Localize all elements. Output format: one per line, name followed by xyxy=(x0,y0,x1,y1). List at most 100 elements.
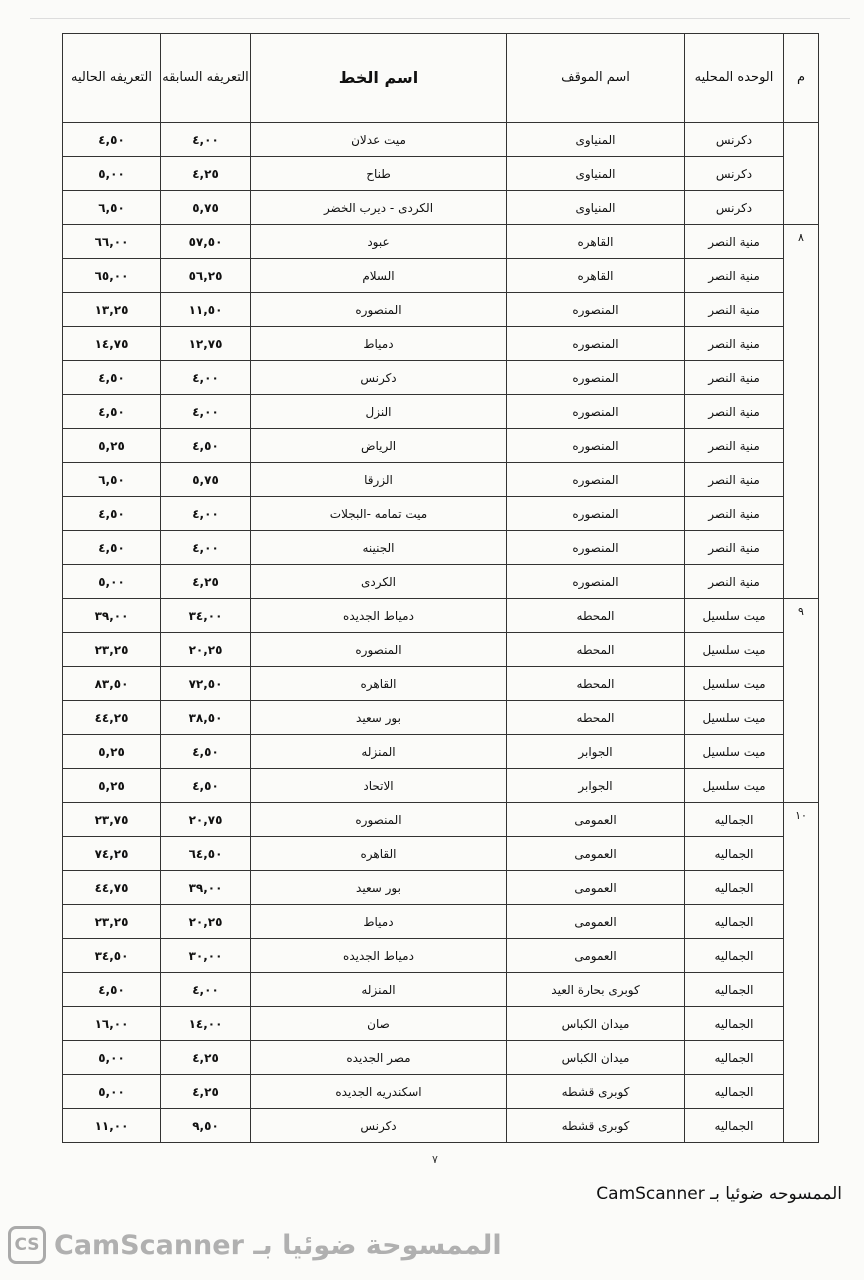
cell-unit: الجماليه xyxy=(684,836,784,871)
cell-line: ميت تمامه -البجلات xyxy=(250,496,507,531)
cell-curr-fare: ٥,٠٠ xyxy=(62,156,161,191)
cell-unit: الجماليه xyxy=(684,1108,784,1143)
table-row: ميت سلسيل الجوابر الاتحاد ٤,٥٠ ٥,٢٥ xyxy=(62,768,819,803)
cell-stop: المنصوره xyxy=(506,360,685,395)
cell-prev-fare: ٢٠,٢٥ xyxy=(160,904,251,939)
table-row: ميت سلسيل المحطه المنصوره ٢٠,٢٥ ٢٣,٢٥ xyxy=(62,632,819,667)
header-m: م xyxy=(783,33,819,123)
cell-stop: المنصوره xyxy=(506,564,685,599)
cell-prev-fare: ٣٨,٥٠ xyxy=(160,700,251,735)
cell-line: دمياط xyxy=(250,326,507,361)
header-prev: التعريفه السابقه xyxy=(160,33,251,123)
cell-prev-fare: ٩,٥٠ xyxy=(160,1108,251,1143)
cell-prev-fare: ٣٩,٠٠ xyxy=(160,870,251,905)
table-row: ٨ منية النصر القاهره عبود ٥٧,٥٠ ٦٦,٠٠ xyxy=(62,224,819,599)
cell-curr-fare: ١٦,٠٠ xyxy=(62,1006,161,1041)
cell-prev-fare: ٢٠,٢٥ xyxy=(160,632,251,667)
cell-line: المنصوره xyxy=(250,292,507,327)
table-row: الجماليه ميدان الكباس مصر الجديده ٤,٢٥ ٥,٠٠ xyxy=(62,1040,819,1075)
header-row: م الوحده المحليه اسم الموقف اسم الخط الت… xyxy=(62,33,819,123)
table-row: ١٠ الجماليه العمومى المنصوره ٢٠,٧٥ ٢٣,٧٥ xyxy=(62,802,819,1143)
cell-curr-fare: ٢٣,٢٥ xyxy=(62,632,161,667)
cell-unit: الجماليه xyxy=(684,1006,784,1041)
cell-curr-fare: ٦٦,٠٠ xyxy=(62,224,161,259)
cell-stop: المنصوره xyxy=(506,326,685,361)
cell-unit: دكرنس xyxy=(684,156,784,191)
cell-prev-fare: ٢٠,٧٥ xyxy=(160,802,251,837)
cell-stop: القاهره xyxy=(506,224,685,259)
cell-stop: ميدان الكباس xyxy=(506,1006,685,1041)
cell-stop: العمومى xyxy=(506,938,685,973)
table-row: منية النصر المنصوره المنصوره ١١,٥٠ ١٣,٢٥ xyxy=(62,292,819,327)
cell-unit: منية النصر xyxy=(684,224,784,259)
cell-line: المنصوره xyxy=(250,632,507,667)
cell-unit: الجماليه xyxy=(684,1074,784,1109)
cell-line: الاتحاد xyxy=(250,768,507,803)
cell-line: عبود xyxy=(250,224,507,259)
cell-m: ١٠ xyxy=(783,802,819,1143)
cell-unit: الجماليه xyxy=(684,938,784,973)
cell-curr-fare: ٦,٥٠ xyxy=(62,462,161,497)
cell-unit: منية النصر xyxy=(684,496,784,531)
header-curr: التعريفه الحاليه xyxy=(62,33,161,123)
cell-line: دمياط xyxy=(250,904,507,939)
cell-curr-fare: ٢٣,٢٥ xyxy=(62,904,161,939)
cell-unit: منية النصر xyxy=(684,258,784,293)
cell-line: مصر الجديده xyxy=(250,1040,507,1075)
table-row: دكرنس المنياوى الكردى - ديرب الخضر ٥,٧٥ ٦,٥٠ xyxy=(62,190,819,225)
cell-curr-fare: ١٣,٢٥ xyxy=(62,292,161,327)
cell-curr-fare: ٥,٠٠ xyxy=(62,1074,161,1109)
cell-stop: المنصوره xyxy=(506,292,685,327)
table-row: منية النصر المنصوره الرياض ٤,٥٠ ٥,٢٥ xyxy=(62,428,819,463)
cell-line: القاهره xyxy=(250,666,507,701)
cell-curr-fare: ٤٤,٧٥ xyxy=(62,870,161,905)
cell-unit: دكرنس xyxy=(684,190,784,225)
table-row: منية النصر المنصوره دمياط ١٢,٧٥ ١٤,٧٥ xyxy=(62,326,819,361)
cell-stop: المنصوره xyxy=(506,496,685,531)
table-row: الجماليه العمومى بور سعيد ٣٩,٠٠ ٤٤,٧٥ xyxy=(62,870,819,905)
table-row: منية النصر المنصوره النزل ٤,٠٠ ٤,٥٠ xyxy=(62,394,819,429)
cell-prev-fare: ٥,٧٥ xyxy=(160,462,251,497)
cell-curr-fare: ٥,٠٠ xyxy=(62,564,161,599)
cell-unit: منية النصر xyxy=(684,428,784,463)
cell-stop: العمومى xyxy=(506,836,685,871)
cell-prev-fare: ٤,٥٠ xyxy=(160,428,251,463)
table-row: منية النصر المنصوره دكرنس ٤,٠٠ ٤,٥٠ xyxy=(62,360,819,395)
cell-stop: الجوابر xyxy=(506,734,685,769)
cell-prev-fare: ٥,٧٥ xyxy=(160,190,251,225)
cell-stop: المحطه xyxy=(506,598,685,633)
table-row: الجماليه كوبرى بحارة العيد المنزله ٤,٠٠ ٤,٥٠ xyxy=(62,972,819,1007)
cell-line: المنصوره xyxy=(250,802,507,837)
table-body: دكرنس المنياوى ميت عدلان ٤,٠٠ ٤,٥٠ دكرنس المني… xyxy=(62,122,819,1143)
cell-unit: الجماليه xyxy=(684,802,784,837)
header-line: اسم الخط xyxy=(250,33,507,123)
cell-line: دكرنس xyxy=(250,360,507,395)
cell-unit: ميت سلسيل xyxy=(684,700,784,735)
cell-prev-fare: ٤,٢٥ xyxy=(160,1074,251,1109)
camscanner-watermark: CS الممسوحة ضوئيا بـ CamScanner xyxy=(8,1226,502,1264)
table-row: منية النصر القاهره السلام ٥٦,٢٥ ٦٥,٠٠ xyxy=(62,258,819,293)
table-row: الجماليه ميدان الكباس صان ١٤,٠٠ ١٦,٠٠ xyxy=(62,1006,819,1041)
cell-stop: العمومى xyxy=(506,870,685,905)
cell-m: ٨ xyxy=(783,224,819,599)
cell-line: الكردى xyxy=(250,564,507,599)
cell-line: النزل xyxy=(250,394,507,429)
cell-unit: الجماليه xyxy=(684,904,784,939)
camscanner-logo-icon: CS xyxy=(8,1226,46,1264)
cell-unit: منية النصر xyxy=(684,462,784,497)
cell-curr-fare: ٤,٥٠ xyxy=(62,530,161,565)
table-row: الجماليه العمومى القاهره ٦٤,٥٠ ٧٤,٢٥ xyxy=(62,836,819,871)
cell-unit: منية النصر xyxy=(684,360,784,395)
fare-table: م الوحده المحليه اسم الموقف اسم الخط الت… xyxy=(62,33,819,1143)
cell-line: القاهره xyxy=(250,836,507,871)
cell-unit: منية النصر xyxy=(684,326,784,361)
cell-curr-fare: ٥,٢٥ xyxy=(62,768,161,803)
cell-stop: المنصوره xyxy=(506,462,685,497)
cell-m: ٩ xyxy=(783,598,819,803)
table-row: منية النصر المنصوره ميت تمامه -البجلات ٤,٠٠… xyxy=(62,496,819,531)
cell-curr-fare: ٧٤,٢٥ xyxy=(62,836,161,871)
cell-prev-fare: ٣٤,٠٠ xyxy=(160,598,251,633)
table-row: الجماليه كوبرى قشطه اسكندريه الجديده ٤,٢٥ ٥,… xyxy=(62,1074,819,1109)
header-stop: اسم الموقف xyxy=(506,33,685,123)
cell-prev-fare: ١١,٥٠ xyxy=(160,292,251,327)
